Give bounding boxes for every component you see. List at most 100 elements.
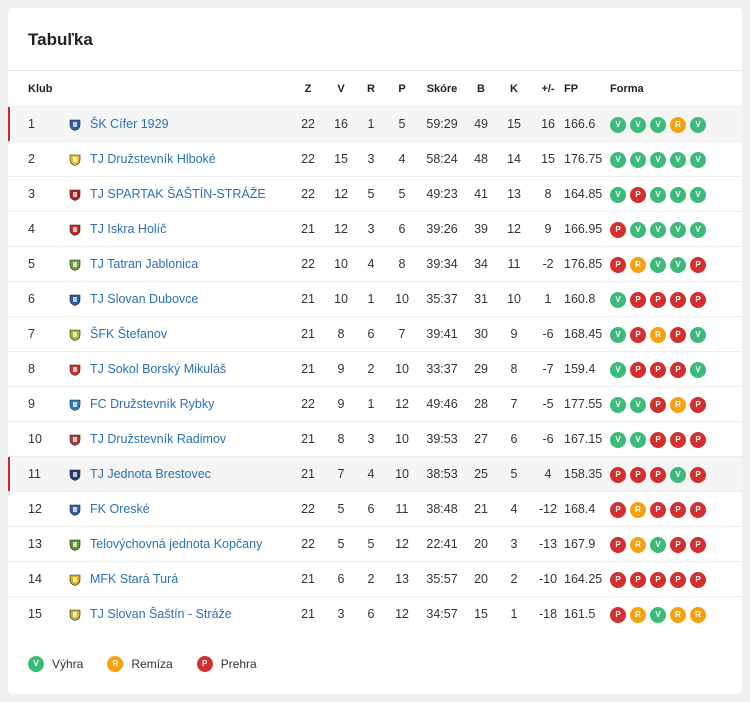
form-badge-icon: V: [670, 151, 687, 168]
standings-table: Klub Z V R P Skóre B K +/- FP Forma 1 ŠK …: [8, 71, 743, 631]
table-row[interactable]: 13 Telovýchovná jednota Kopčany 22 5 5 12 22:4…: [8, 526, 743, 562]
form-badge-icon: P: [630, 361, 647, 378]
form-badge-icon: P: [610, 466, 627, 483]
fp-cell: 160.8: [564, 281, 611, 317]
header-club: Klub: [28, 82, 53, 95]
rank-cell: 14: [8, 561, 60, 597]
table-row[interactable]: 2 TJ Družstevník Hlboké 22 15 3 4 58:24 48 14 15 1…: [8, 141, 743, 177]
club-link[interactable]: TJ Slovan Dubovce: [90, 292, 199, 306]
wins-cell: 10: [326, 281, 357, 317]
club-link[interactable]: MFK Stará Turá: [90, 572, 179, 586]
table-row[interactable]: 8 TJ Sokol Borský Mikuláš 21 9 2 10 33:37 29 8 -7…: [8, 351, 743, 387]
form-badge-icon: P: [650, 501, 667, 518]
club-link[interactable]: TJ Družstevník Hlboké: [90, 152, 216, 166]
table-row[interactable]: 11 TJ Jednota Brestovec 21 7 4 10 38:53 25 5 4 158…: [8, 456, 743, 492]
club-link[interactable]: ŠK Cífer 1929: [90, 117, 169, 131]
win-badge-icon: V: [28, 656, 44, 672]
k-cell: 8: [496, 351, 533, 387]
played-cell: 21: [290, 596, 327, 631]
club-link[interactable]: TJ Jednota Brestovec: [90, 467, 211, 481]
club-crest-icon: [69, 154, 81, 166]
form-badge-icon: P: [690, 466, 707, 483]
club-link[interactable]: TJ Slovan Šaštín - Stráže: [90, 607, 232, 621]
logo-cell: [60, 386, 90, 422]
table-row[interactable]: 15 TJ Slovan Šaštín - Stráže 21 3 6 12 34:57 15…: [8, 596, 743, 631]
score-cell: 39:41: [418, 316, 467, 352]
k-cell: 14: [496, 141, 533, 177]
diff-cell: 16: [532, 106, 565, 142]
club-cell: TJ Tatran Jablonica: [90, 246, 291, 282]
wins-cell: 10: [326, 246, 357, 282]
club-cell: TJ Slovan Dubovce: [90, 281, 291, 317]
form-badge-icon: V: [690, 326, 707, 343]
table-row[interactable]: 3 TJ SPARTAK ŠAŠTÍN-STRÁŽE 22 12 5 5 49:23 41 13…: [8, 176, 743, 212]
wins-cell: 5: [326, 526, 357, 562]
wins-cell: 15: [326, 141, 357, 177]
table-row[interactable]: 9 FC Družstevník Rybky 22 9 1 12 49:46 28 7 -5 177…: [8, 386, 743, 422]
club-link[interactable]: TJ Iskra Holíč: [90, 222, 167, 236]
club-link[interactable]: FC Družstevník Rybky: [90, 397, 215, 411]
losses-cell: 4: [386, 141, 419, 177]
club-link[interactable]: TJ SPARTAK ŠAŠTÍN-STRÁŽE: [90, 187, 266, 201]
draws-cell: 4: [356, 456, 387, 492]
club-cell: TJ SPARTAK ŠAŠTÍN-STRÁŽE: [90, 176, 291, 212]
table-row[interactable]: 6 TJ Slovan Dubovce 21 10 1 10 35:37 31 10 1 160.8…: [8, 281, 743, 317]
form-badge-icon: V: [670, 256, 687, 273]
form-badge-icon: R: [630, 256, 647, 273]
form-badge-icon: P: [630, 291, 647, 308]
club-link[interactable]: Telovýchovná jednota Kopčany: [90, 537, 263, 551]
header-b: B: [477, 82, 485, 95]
club-link[interactable]: TJ Sokol Borský Mikuláš: [90, 362, 227, 376]
fp-cell: 176.85: [564, 246, 611, 282]
form-badge-icon: P: [670, 571, 687, 588]
form-badge-icon: P: [690, 256, 707, 273]
k-cell: 12: [496, 211, 533, 247]
fp-cell: 166.6: [564, 106, 611, 142]
form-badge-icon: V: [610, 186, 627, 203]
club-link[interactable]: FK Oreské: [90, 502, 150, 516]
diff-cell: -6: [532, 421, 565, 457]
points-cell: 15: [466, 596, 497, 631]
score-cell: 35:37: [418, 281, 467, 317]
draws-cell: 6: [356, 491, 387, 527]
table-row[interactable]: 7 ŠFK Štefanov 21 8 6 7 39:41 30 9 -6 168.45 V P R P V: [8, 316, 743, 352]
table-row[interactable]: 14 MFK Stará Turá 21 6 2 13 35:57 20 2 -10 164.25 P…: [8, 561, 743, 597]
club-link[interactable]: ŠFK Štefanov: [90, 327, 168, 341]
club-link[interactable]: TJ Tatran Jablonica: [90, 257, 199, 271]
points-cell: 48: [466, 141, 497, 177]
header-fp: FP: [564, 82, 579, 95]
losses-cell: 7: [386, 316, 419, 352]
club-crest-icon: [69, 539, 81, 551]
form-badge-icon: V: [690, 151, 707, 168]
table-row[interactable]: 5 TJ Tatran Jablonica 22 10 4 8 39:34 34 11 -2 176…: [8, 246, 743, 282]
club-cell: TJ Slovan Šaštín - Stráže: [90, 596, 291, 631]
diff-cell: -5: [532, 386, 565, 422]
form-badge-icon: V: [690, 361, 707, 378]
wins-cell: 8: [326, 421, 357, 457]
fp-cell: 164.25: [564, 561, 611, 597]
form-badge-icon: V: [650, 116, 667, 133]
table-row[interactable]: 1 ŠK Cífer 1929 22 16 1 5 59:29 49 15 16 166.6 V V V R…: [8, 106, 743, 142]
wins-cell: 9: [326, 386, 357, 422]
table-row[interactable]: 10 TJ Družstevník Radimov 21 8 3 10 39:53 27 6 -6…: [8, 421, 743, 457]
form-badge-icon: V: [670, 221, 687, 238]
club-link[interactable]: TJ Družstevník Radimov: [90, 432, 227, 446]
table-row[interactable]: 4 TJ Iskra Holíč 21 12 3 6 39:26 39 12 9 166.95 P V V…: [8, 211, 743, 247]
wins-cell: 8: [326, 316, 357, 352]
points-cell: 27: [466, 421, 497, 457]
form-badge-icon: P: [690, 396, 707, 413]
rank-cell: 13: [8, 526, 60, 562]
header-k: K: [510, 82, 518, 95]
form-badge-icon: V: [630, 221, 647, 238]
k-cell: 3: [496, 526, 533, 562]
form-badge-icon: V: [630, 151, 647, 168]
form-badge-icon: R: [670, 396, 687, 413]
played-cell: 22: [290, 491, 327, 527]
fp-cell: 159.4: [564, 351, 611, 387]
club-cell: ŠFK Štefanov: [90, 316, 291, 352]
diff-cell: -12: [532, 491, 565, 527]
table-row[interactable]: 12 FK Oreské 22 5 6 11 38:48 21 4 -12 168.4 P R P P P: [8, 491, 743, 527]
losses-cell: 12: [386, 386, 419, 422]
